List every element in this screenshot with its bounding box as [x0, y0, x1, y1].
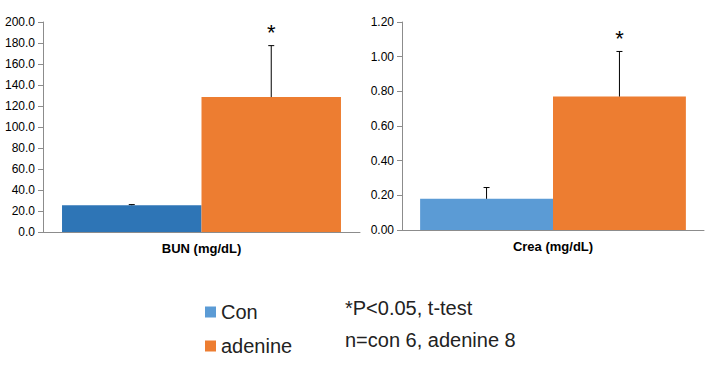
svg-text:160.0: 160.0 [5, 57, 35, 71]
svg-text:140.0: 140.0 [5, 78, 35, 92]
svg-text:0.80: 0.80 [371, 84, 395, 98]
svg-text:1.20: 1.20 [371, 15, 395, 29]
svg-text:40.0: 40.0 [12, 183, 36, 197]
svg-text:Con: Con [221, 301, 258, 323]
svg-text:120.0: 120.0 [5, 99, 35, 113]
svg-text:n=con 6, adenine 8: n=con 6, adenine 8 [345, 329, 516, 351]
svg-text:0.40: 0.40 [371, 154, 395, 168]
svg-text:100.0: 100.0 [5, 120, 35, 134]
svg-text:80.0: 80.0 [12, 141, 36, 155]
svg-text:200.0: 200.0 [5, 15, 35, 29]
svg-text:*: * [267, 20, 276, 45]
svg-text:20.0: 20.0 [12, 204, 36, 218]
svg-text:*P<0.05, t-test: *P<0.05, t-test [345, 297, 473, 319]
svg-text:0.0: 0.0 [18, 225, 35, 239]
svg-text:0.20: 0.20 [371, 188, 395, 202]
svg-text:180.0: 180.0 [5, 36, 35, 50]
svg-text:*: * [615, 26, 624, 51]
svg-text:Crea (mg/dL): Crea (mg/dL) [513, 239, 593, 254]
svg-text:60.0: 60.0 [12, 162, 36, 176]
svg-text:BUN (mg/dL): BUN (mg/dL) [162, 241, 241, 256]
svg-text:0.00: 0.00 [371, 223, 395, 237]
svg-text:adenine: adenine [221, 335, 292, 357]
svg-text:1.00: 1.00 [371, 50, 395, 64]
svg-text:0.60: 0.60 [371, 119, 395, 133]
